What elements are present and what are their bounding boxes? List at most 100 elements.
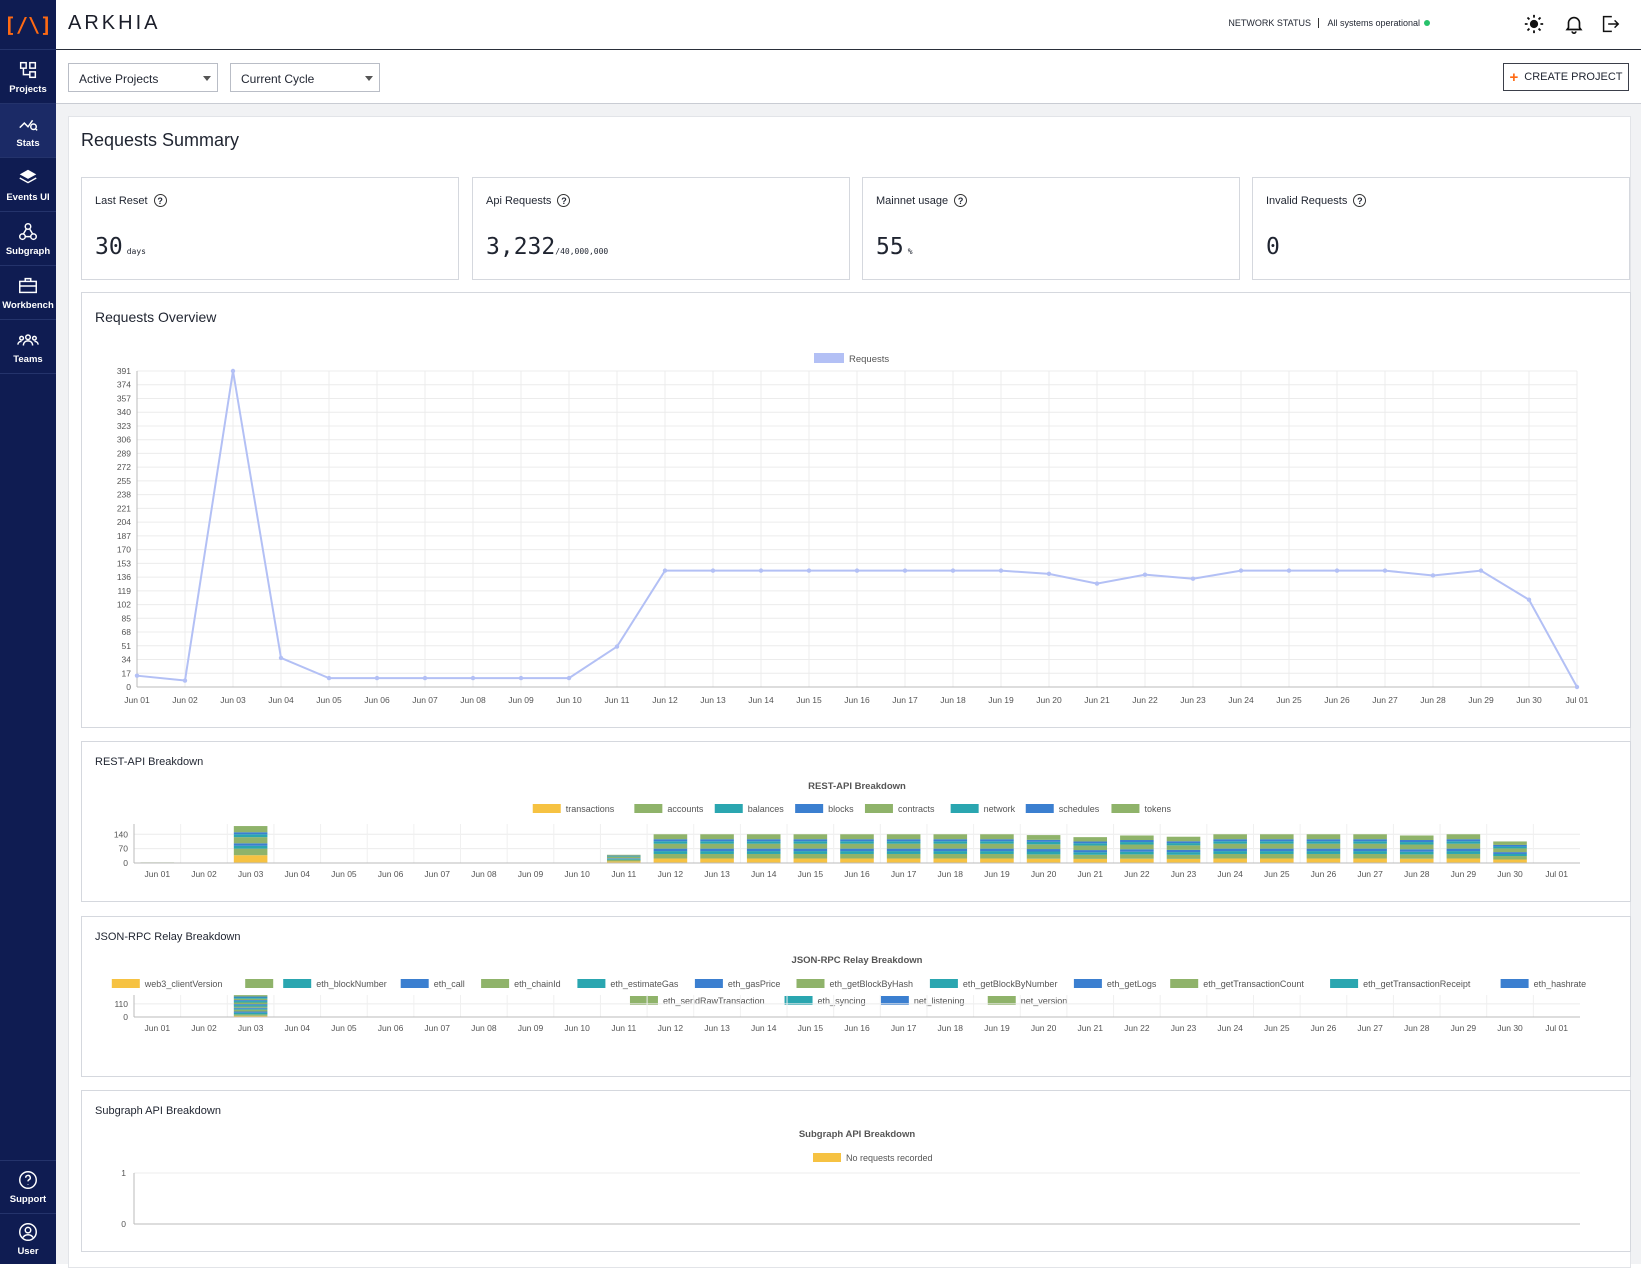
legend-label: eth_estimateGas — [610, 979, 679, 989]
project-select[interactable]: Active Projects — [68, 63, 218, 92]
sidebar-item-events-ui[interactable]: Events UI — [0, 158, 56, 212]
x-tick-label: Jun 23 — [1171, 1023, 1197, 1033]
x-tick-label: Jun 16 — [844, 869, 870, 879]
sidebar-item-workbench[interactable]: Workbench — [0, 266, 56, 320]
sidebar-item-projects[interactable]: Projects — [0, 50, 56, 104]
data-point — [182, 678, 188, 683]
rest-api-bar-chart: REST-API Breakdown transactions accounts ba… — [114, 781, 1580, 879]
bar-segment — [653, 841, 688, 844]
help-icon[interactable]: ? — [557, 194, 571, 207]
bar-segment — [1120, 854, 1154, 859]
bar-segment — [746, 858, 781, 863]
bar-segment — [700, 858, 734, 863]
bar-segment — [1353, 853, 1387, 859]
bar-segment — [1213, 841, 1247, 844]
requests-overview-panel: Requests Overview Requests 0 17 34 51 68 85 102… — [81, 292, 1631, 728]
bar-segment — [700, 851, 734, 854]
bar-segment — [1446, 853, 1481, 859]
x-tick-label: Jun 13 — [700, 695, 726, 705]
bar-segment — [980, 841, 1014, 844]
brand-name[interactable]: ARKHIA — [68, 12, 161, 34]
cycle-select[interactable]: Current Cycle — [230, 63, 380, 92]
data-point — [950, 568, 956, 573]
bar-segment — [1166, 843, 1201, 846]
bar-segment — [700, 853, 734, 859]
bar-segment — [1166, 849, 1201, 853]
sidebar-item-label: Projects — [9, 83, 47, 95]
sidebar: [/\] Projects Stats Events UI Subgraph W… — [0, 0, 56, 1264]
sidebar-item-support[interactable]: Support — [0, 1160, 56, 1214]
bar-segment — [1213, 851, 1247, 854]
bar-segment — [1213, 853, 1247, 859]
bar-segment — [1306, 853, 1341, 859]
help-icon[interactable]: ? — [954, 194, 968, 207]
sidebar-item-user[interactable]: User — [0, 1214, 56, 1264]
legend-label: blocks — [828, 804, 854, 814]
bar-segment — [1260, 853, 1294, 859]
bar-segment — [1306, 841, 1341, 844]
data-point — [614, 644, 620, 649]
bar-segment — [233, 1007, 268, 1009]
bar-segment — [1493, 841, 1527, 845]
x-tick-label: Jun 16 — [844, 695, 870, 705]
bar-segment — [1073, 845, 1108, 851]
x-tick-label: Jun 11 — [611, 1023, 636, 1033]
data-point — [758, 568, 764, 573]
bar-segment — [933, 853, 968, 859]
help-icon[interactable]: ? — [1353, 194, 1367, 207]
bell-icon[interactable] — [1563, 13, 1585, 35]
bar-segment — [980, 858, 1014, 863]
sidebar-item-label: Stats — [16, 137, 40, 149]
y-tick-label: 153 — [117, 558, 131, 568]
bar-segment — [1073, 858, 1108, 863]
sidebar-item-teams[interactable]: Teams — [0, 320, 56, 374]
rest-api-panel: REST-API Breakdown REST-API Breakdown tra… — [81, 741, 1631, 902]
logout-icon[interactable] — [1599, 13, 1621, 35]
bar-segment — [886, 853, 921, 859]
bar-segment — [700, 843, 734, 849]
bar-segment — [233, 1001, 268, 1003]
bar-segment — [840, 853, 874, 859]
data-point — [1142, 572, 1148, 577]
data-point — [1382, 568, 1388, 573]
stat-value: 55 — [876, 234, 904, 260]
bar-segment — [1213, 843, 1247, 849]
sidebar-item-label: Workbench — [2, 299, 54, 311]
bar-segment — [1073, 837, 1108, 842]
bar-segment — [840, 839, 874, 842]
arkhia-logo[interactable]: [/\] — [0, 0, 56, 50]
sidebar-item-subgraph[interactable]: Subgraph — [0, 212, 56, 266]
bar-segment — [1399, 854, 1434, 859]
data-point — [566, 675, 572, 681]
theme-toggle-icon[interactable] — [1523, 13, 1545, 35]
bar-segment — [1120, 849, 1154, 852]
legend-swatch — [1170, 979, 1199, 988]
y-tick-label: 85 — [122, 613, 132, 623]
bar-segment — [1353, 858, 1387, 863]
bar-segment — [233, 998, 268, 1001]
bar-segment — [840, 848, 874, 852]
bar-segment — [606, 859, 641, 862]
x-tick-label: Jun 25 — [1276, 695, 1302, 705]
legend-label: tokens — [1144, 804, 1171, 814]
x-tick-label: Jun 19 — [988, 695, 1014, 705]
bar-segment — [840, 851, 874, 854]
x-tick-label: Jun 26 — [1324, 695, 1350, 705]
stats-icon — [19, 119, 38, 131]
x-tick-label: Jun 25 — [1264, 869, 1290, 879]
bar-segment — [606, 856, 641, 857]
bar-segment — [1120, 842, 1154, 845]
bar-segment — [1166, 854, 1201, 859]
bar-segment — [1026, 851, 1061, 855]
bar-segment — [1446, 851, 1481, 854]
user-icon — [19, 1223, 37, 1241]
help-icon[interactable]: ? — [153, 194, 167, 207]
y-tick-label: 238 — [117, 490, 131, 500]
bar-segment — [1213, 848, 1247, 852]
create-project-button[interactable]: + CREATE PROJECT — [1503, 63, 1629, 91]
x-tick-label: Jun 30 — [1516, 695, 1542, 705]
legend-label: schedules — [1059, 804, 1100, 814]
sidebar-item-stats[interactable]: Stats — [0, 104, 56, 158]
bar-segment — [233, 837, 268, 844]
bar-segment — [1120, 858, 1154, 863]
